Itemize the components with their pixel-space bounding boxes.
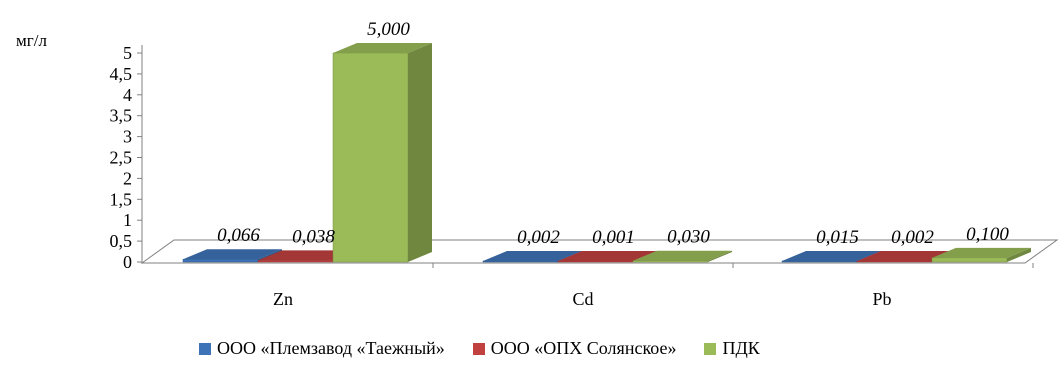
- y-tick-label: 1: [123, 210, 132, 230]
- bar-front: [632, 260, 709, 263]
- bar-front: [557, 260, 634, 263]
- bar-front: [257, 260, 334, 263]
- y-tick-label: 3: [123, 127, 132, 147]
- legend-item: ПДК: [704, 338, 760, 359]
- bars: [182, 43, 1031, 263]
- bar: [332, 43, 432, 263]
- data-label: 0,001: [592, 227, 635, 248]
- data-labels: 0,066 0,002 0,015 0,038 0,001 0,002 5,000 0,030…: [217, 19, 1009, 248]
- data-label: 0,038: [292, 226, 335, 247]
- legend-swatch: [472, 342, 485, 355]
- x-tick-label: Pb: [872, 289, 891, 309]
- bar-front: [182, 258, 259, 263]
- x-tick-label: Cd: [572, 289, 593, 309]
- legend-swatch: [704, 342, 717, 355]
- legend-swatch: [199, 342, 211, 355]
- bar-front: [332, 52, 409, 263]
- y-tick-label: 4: [123, 85, 132, 105]
- bar-front: [931, 257, 1008, 263]
- bar-top: [782, 251, 881, 261]
- data-label: 5,000: [367, 19, 410, 40]
- bar-top: [258, 250, 357, 261]
- data-label: 0,015: [816, 227, 859, 248]
- y-tick-label: 0,5: [110, 231, 133, 251]
- y-tick-labels: 00,511,522,533,544,55: [110, 43, 142, 272]
- data-label: 0,100: [966, 224, 1009, 245]
- data-label: 0,030: [667, 227, 710, 248]
- bar-front: [856, 260, 933, 263]
- y-tick-label: 4,5: [110, 64, 133, 84]
- x-tick-labels: Zn Cd Pb: [273, 263, 1034, 309]
- legend-item: ООО «Племзавод «Таежный»: [199, 338, 445, 359]
- bar-side: [1007, 247, 1031, 262]
- bar-side: [408, 43, 432, 262]
- legend-item: ООО «ОПХ Солянское»: [472, 338, 677, 359]
- bar-top: [633, 250, 732, 261]
- data-label: 0,066: [217, 225, 260, 246]
- y-tick-label: 0: [123, 252, 132, 272]
- legend: ООО «Племзавод «Таежный» ООО «ОПХ Солянск…: [199, 338, 760, 359]
- data-label: 0,002: [891, 227, 934, 248]
- bar: [632, 250, 732, 263]
- legend-label: ООО «ОПХ Солянское»: [490, 338, 677, 358]
- bar-top: [183, 249, 282, 260]
- bar-side: [708, 250, 732, 262]
- y-tick-label: 3,5: [110, 106, 133, 126]
- bar-top: [857, 251, 956, 261]
- x-tick-label: Zn: [273, 289, 293, 309]
- bar-top: [483, 251, 582, 261]
- bar-front: [482, 260, 559, 263]
- bar: [931, 247, 1031, 263]
- bar-top: [932, 247, 1031, 258]
- y-tick-label: 5: [123, 43, 132, 63]
- bar-top: [558, 251, 657, 261]
- y-tick-label: 2,5: [110, 148, 133, 168]
- data-label: 0,002: [517, 227, 560, 248]
- legend-label: ПДК: [722, 338, 760, 358]
- legend-label: ООО «Племзавод «Таежный»: [217, 338, 445, 358]
- y-tick-label: 2: [123, 168, 132, 188]
- y-tick-label: 1,5: [110, 189, 133, 209]
- bar-front: [781, 260, 858, 263]
- y-axis-title: мг/л: [16, 31, 47, 50]
- bar-top: [333, 43, 432, 53]
